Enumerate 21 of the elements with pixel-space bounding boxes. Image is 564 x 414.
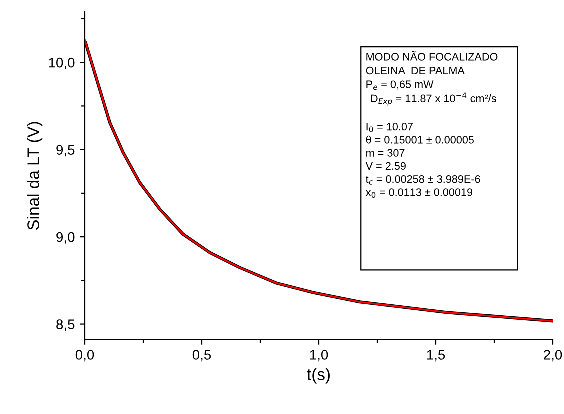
x-tick-label: 0,5 [192, 350, 212, 362]
annotation: t$_{c}$ = 0.00258 ± 3.989E-6 [366, 175, 480, 185]
annotation: x$_{0}$ = 0.0113 ± 0.00019 [366, 188, 473, 198]
annotation: I$_{0}$ = 10.07 [366, 123, 413, 132]
y-tick-label: 10,0 [49, 58, 75, 70]
y-tick-label: 8,5 [56, 320, 75, 332]
x-tick-label: 1,5 [427, 350, 446, 362]
x-axis-title: t(s) [307, 368, 330, 384]
x-tick-label: 0,0 [76, 350, 94, 362]
annotation: D$_{Exp}$ = 11.87 x 10$^{−4}$ cm²/s [371, 92, 496, 106]
annotation: V = 2.59 [366, 162, 406, 170]
annotation: P$_{e}$ = 0,65 mW [366, 80, 434, 90]
x-tick-label: 1,0 [310, 350, 328, 362]
y-tick-label: 9,0 [56, 232, 75, 244]
y-axis-title: Sinal da LT (V) [27, 122, 43, 230]
x-tick-label: 2,0 [544, 350, 562, 362]
annotation: m = 307 [366, 149, 405, 157]
annotation: OLEINA DE PALMA [366, 66, 465, 75]
annotation: θ = 0.15001 ± 0.00005 [366, 136, 474, 144]
annotation: MODO NÃO FOCALIZADO [366, 51, 498, 61]
y-tick-label: 9,5 [56, 145, 75, 157]
